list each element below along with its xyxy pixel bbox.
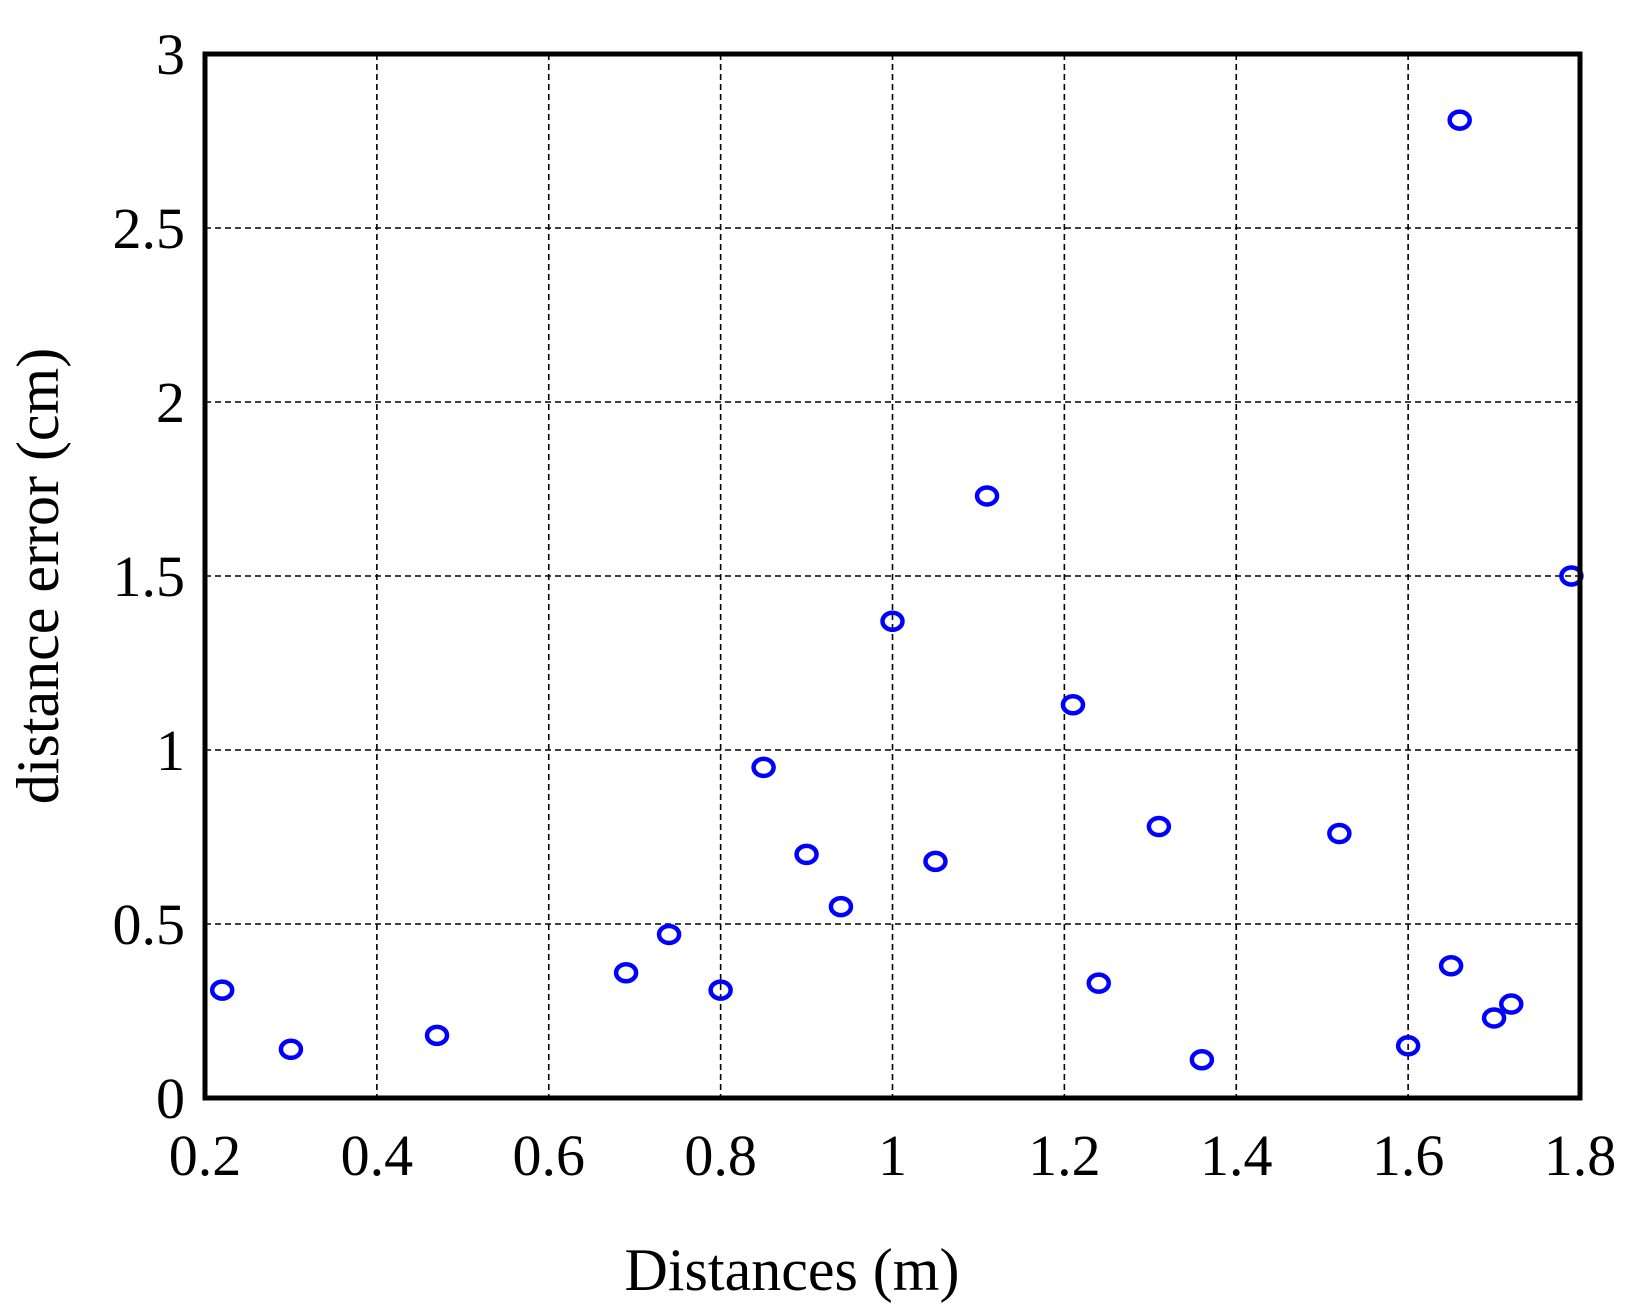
y-tick-label: 2 <box>156 370 185 435</box>
y-tick-label: 2.5 <box>113 196 186 261</box>
data-point <box>1327 822 1352 845</box>
data-point <box>1086 972 1111 994</box>
data-point <box>794 843 819 866</box>
y-tick-label: 0 <box>156 1066 185 1131</box>
x-tick-label: 0.6 <box>513 1123 586 1188</box>
plot-frame <box>202 51 1583 1101</box>
data-point <box>278 1038 304 1061</box>
grid-layer <box>205 54 1580 1098</box>
x-tick-label: 1.4 <box>1200 1123 1273 1188</box>
data-point <box>1481 1007 1507 1029</box>
data-point <box>923 850 948 873</box>
y-tick-label: 0.5 <box>113 892 186 957</box>
x-tick-label: 1.6 <box>1372 1123 1445 1188</box>
data-point <box>613 961 639 984</box>
points-layer <box>209 109 1584 1071</box>
data-point <box>209 979 235 1001</box>
x-tick-label: 1 <box>878 1123 907 1188</box>
y-tick-label: 1.5 <box>113 544 186 609</box>
x-tick-labels: 0.2 0.4 0.6 0.8 1 1.2 1.4 1.6 1.8 <box>169 1123 1617 1188</box>
y-axis-label: distance error (cm) <box>5 348 71 804</box>
x-tick-label: 0.4 <box>341 1123 414 1188</box>
data-point <box>1395 1035 1421 1057</box>
x-tick-label: 0.8 <box>684 1123 757 1188</box>
data-point <box>880 610 905 632</box>
y-tick-label: 3 <box>156 22 185 87</box>
data-point <box>656 923 682 946</box>
data-point <box>751 756 776 779</box>
x-tick-label: 0.2 <box>169 1123 242 1188</box>
data-point <box>1189 1048 1215 1071</box>
data-point <box>828 895 854 918</box>
x-axis-label: Distances (m) <box>625 1237 960 1303</box>
data-point <box>1146 815 1172 838</box>
data-point <box>1447 109 1472 131</box>
data-point <box>708 979 733 1001</box>
data-point <box>1060 694 1086 716</box>
y-tick-labels: 0 0.5 1 1.5 2 2.5 3 <box>113 22 186 1131</box>
y-tick-label: 1 <box>156 718 185 783</box>
data-point <box>974 485 1000 507</box>
data-point <box>424 1024 450 1047</box>
data-point <box>1438 955 1464 977</box>
x-tick-label: 1.2 <box>1028 1123 1101 1188</box>
x-tick-label: 1.8 <box>1544 1123 1617 1188</box>
data-point <box>1499 993 1524 1015</box>
